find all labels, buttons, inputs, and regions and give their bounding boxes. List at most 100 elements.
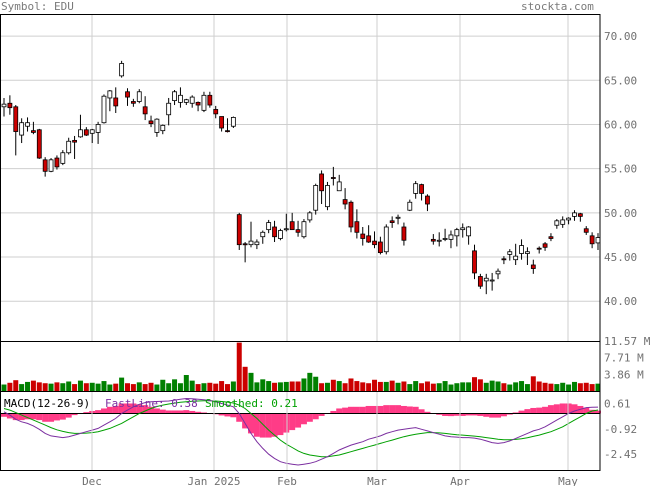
volume-bar [571, 381, 577, 391]
candle-body [595, 237, 601, 244]
candle-body [213, 109, 219, 115]
volume-bar [530, 376, 536, 391]
candle-body [19, 122, 25, 136]
candle-body [307, 212, 313, 221]
volume-bar [224, 384, 230, 391]
x-axis: Dec Jan 2025 Feb Mar Apr May [82, 475, 578, 486]
macd-histogram-bar [400, 405, 407, 414]
macd-histogram-bar [130, 403, 137, 414]
candle-body [101, 95, 107, 124]
volume-bar [348, 378, 354, 391]
candle-body [372, 240, 377, 246]
volume-bar [42, 383, 48, 391]
volume-bar [313, 376, 319, 391]
price-grid [0, 14, 600, 341]
volume-bar [95, 383, 101, 391]
macd-histogram-bar [318, 413, 325, 416]
volume-bar [495, 381, 501, 391]
price-axis: 70.00 65.00 60.00 55.00 50.00 45.00 40.00 [604, 30, 637, 308]
candle-body [330, 177, 336, 179]
volume-bar [336, 381, 342, 391]
candle-body [25, 122, 30, 127]
volume-bar [554, 384, 560, 391]
volume-bar [342, 383, 348, 391]
candle-body [466, 226, 472, 237]
candle-body [566, 217, 571, 221]
volume-bar [36, 382, 42, 391]
macd-histogram-bar [477, 413, 484, 416]
candle-body [525, 251, 530, 254]
macd-histogram-bar [406, 406, 413, 414]
macd-title: MACD(12-26-9) [4, 397, 90, 410]
x-tick-label: Mar [367, 475, 387, 486]
candle-body [189, 96, 195, 104]
candle-body [301, 221, 307, 238]
macd-histogram-bar [230, 413, 237, 418]
price-tick-label: 50.00 [604, 207, 637, 220]
volume-bar [1, 384, 7, 391]
candle-body [577, 213, 583, 217]
volume-bar [507, 384, 513, 391]
macd-histogram-bar [18, 413, 25, 421]
volume-bar [489, 380, 495, 391]
macd-histogram-bar [530, 407, 537, 414]
volume-bar [19, 384, 25, 391]
macd-histogram-bar [571, 404, 578, 414]
candle-body [183, 99, 189, 103]
macd-histogram-bar [248, 413, 255, 434]
candle-body [536, 247, 542, 250]
macd-histogram-bar [347, 406, 354, 414]
macd-histogram-bar [24, 413, 31, 420]
macd-histogram-bar [59, 413, 66, 420]
macd-histogram-bar [265, 413, 272, 438]
volume-bar [66, 381, 72, 391]
candle-body [54, 157, 60, 168]
macd-histogram-bar [6, 413, 13, 419]
macd-histogram-bar [83, 412, 90, 414]
macd-histogram-bar [589, 409, 596, 414]
candle-body [60, 152, 66, 164]
volume-bar [548, 383, 554, 391]
volume-bar [354, 381, 360, 391]
macd-histogram-bar [424, 411, 431, 414]
macd-histogram-bar [112, 405, 119, 414]
candle-body [495, 270, 501, 275]
volume-bar [424, 381, 430, 391]
volume-bar [307, 372, 313, 391]
candle-body [219, 116, 225, 129]
volume-bar [319, 383, 325, 391]
volume-bar [401, 381, 407, 391]
macd-histogram-bar [42, 413, 49, 422]
volume-bar [524, 384, 530, 391]
macd-histogram-bar [271, 413, 278, 437]
volume-bar [83, 383, 89, 391]
volume-bar [172, 379, 178, 391]
volume-bar [413, 381, 419, 391]
volume-bar [230, 381, 236, 391]
macd-histogram-bar [289, 413, 296, 431]
macd-histogram-bar [283, 413, 290, 433]
candle-body [325, 185, 330, 208]
candle-body [319, 173, 324, 192]
macd-histogram-bar [453, 413, 460, 416]
candle-body [383, 226, 389, 253]
volume-bar [236, 342, 242, 391]
macd-tick-label: 0.61 [604, 397, 631, 410]
macd-histogram-bar [389, 405, 396, 414]
site-name[interactable]: stockta.com [521, 0, 594, 13]
macd-histogram-bar [1, 413, 7, 417]
macd-histogram-bar [165, 410, 172, 414]
candle-body [583, 228, 589, 233]
volume-bar [242, 366, 248, 391]
fastline-label: FastLine: 0.38 [105, 397, 198, 410]
price-tick-label: 65.00 [604, 74, 637, 87]
macd-histogram-bar [277, 413, 284, 436]
candle-body [483, 277, 489, 282]
candle-body [89, 129, 95, 134]
candle-body [377, 241, 383, 254]
candle-body [530, 264, 536, 269]
candle-body [230, 117, 236, 127]
candle-body [113, 97, 119, 107]
candle-body [254, 241, 260, 246]
